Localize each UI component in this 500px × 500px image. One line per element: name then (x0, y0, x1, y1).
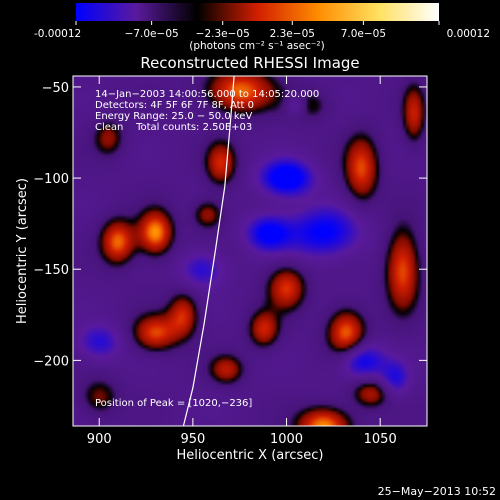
colorbar-tick-label: 7.0e−05 (341, 28, 386, 40)
x-tick-label: 1050 (364, 432, 397, 447)
peak-position-label: Position of Peak = [1020,−236] (95, 398, 252, 409)
footer-timestamp: 25−May−2013 10:52 (378, 485, 496, 498)
y-axis-tick-labels: −50 −100 −150 −200 (33, 81, 69, 369)
y-tick-label: −150 (33, 263, 69, 278)
x-tick-label: 950 (180, 432, 205, 447)
info-line-detectors: Detectors: 4F 5F 6F 7F 8F, Att 0 (95, 100, 254, 111)
plot-frame (72, 75, 428, 427)
colorbar-tick-label: −7.0e−05 (125, 28, 179, 40)
info-line-counts: Clean Total counts: 2.50E+03 (95, 122, 252, 133)
x-axis-label: Heliocentric X (arcsec) (177, 448, 324, 463)
colorbar (76, 3, 439, 21)
colorbar-tick-label: 0.00012 (447, 28, 490, 40)
info-annotation: 14−Jan−2003 14:00:56.000 to 14:05:20.000… (95, 89, 319, 133)
y-tick-label: −100 (33, 172, 69, 187)
y-tick-label: −200 (33, 354, 69, 369)
colorbar-tick-labels: -0.00012 −7.0e−05 −2.3e−05 2.3e−05 7.0e−05 0.… (34, 28, 490, 40)
colorbar-ticks (75, 21, 440, 25)
y-axis-ticks (73, 86, 427, 361)
heatmap-image (73, 76, 427, 426)
colorbar-tick-label: -0.00012 (34, 28, 81, 40)
solar-limb-curve (182, 76, 235, 426)
x-tick-label: 1000 (270, 432, 303, 447)
x-tick-label: 900 (87, 432, 112, 447)
x-axis-ticks (98, 76, 381, 426)
y-axis-label: Heliocentric Y (arcsec) (15, 178, 30, 324)
y-tick-label: −50 (42, 81, 69, 96)
chart-title: Reconstructed RHESSI Image (140, 54, 359, 72)
colorbar-units: (photons cm⁻² s⁻¹ asec⁻²) (189, 40, 324, 52)
colorbar-tick-label: −2.3e−05 (196, 28, 250, 40)
info-line-energy: Energy Range: 25.0 − 50.0 keV (95, 111, 252, 122)
info-line-time: 14−Jan−2003 14:00:56.000 to 14:05:20.000 (95, 89, 319, 100)
colorbar-tick-label: 2.3e−05 (270, 28, 315, 40)
x-axis-tick-labels: 900 950 1000 1050 (87, 432, 397, 447)
